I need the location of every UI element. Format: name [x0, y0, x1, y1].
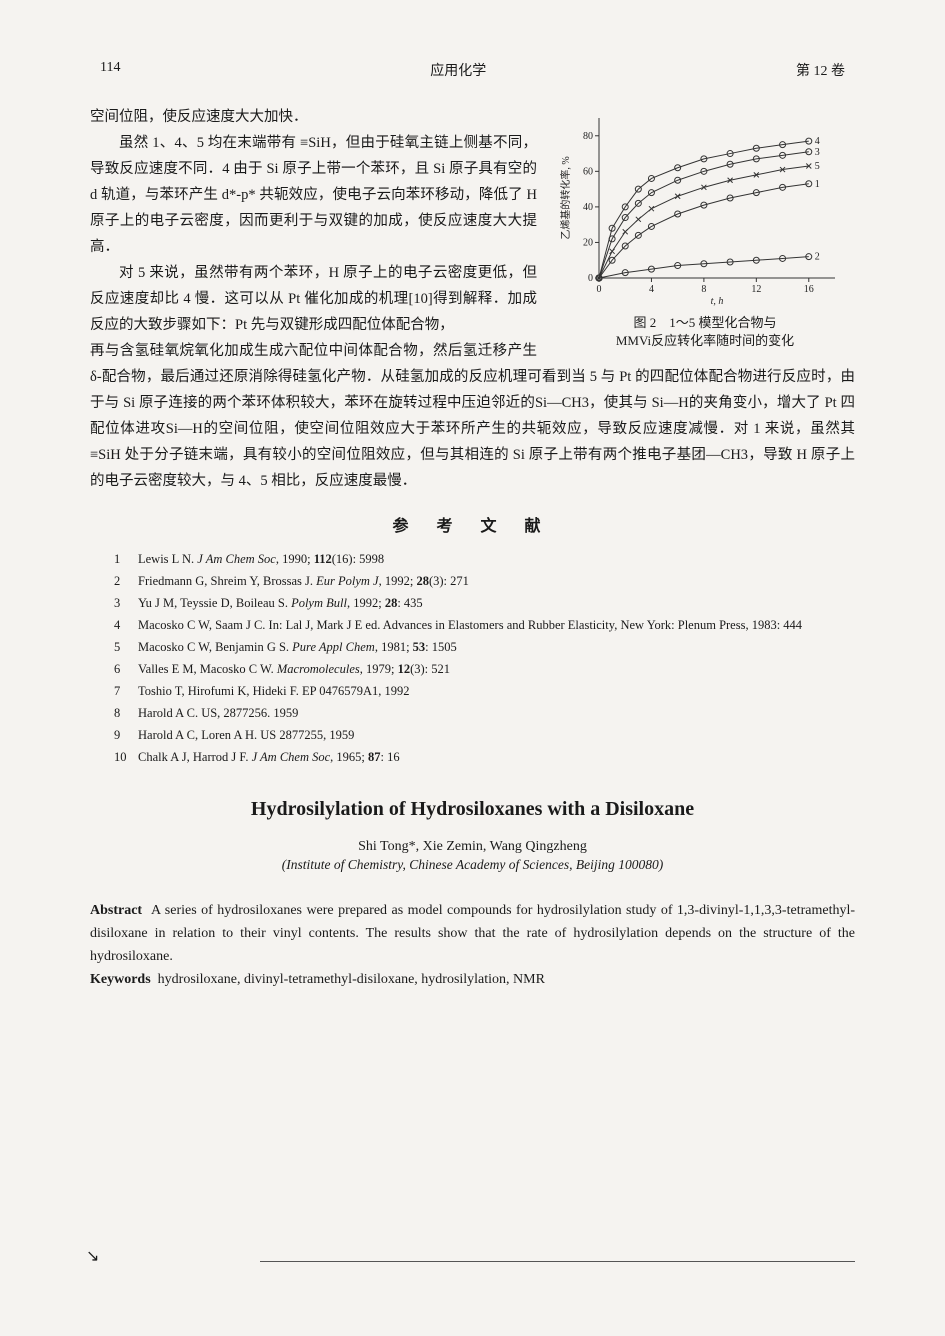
svg-text:2: 2	[815, 252, 820, 263]
reference-text: Valles E M, Macosko C W. Macromolecules,…	[138, 658, 855, 680]
svg-text:80: 80	[583, 131, 593, 142]
keywords-label: Keywords	[90, 972, 151, 987]
reference-text: Yu J M, Teyssie D, Boileau S. Polym Bull…	[138, 592, 855, 614]
svg-text:16: 16	[804, 284, 814, 295]
svg-text:乙烯基的转化率, %: 乙烯基的转化率, %	[559, 156, 572, 239]
svg-text:t, h: t, h	[711, 296, 724, 307]
figure-caption: 图 2 1～5 模型化合物与 MMVi反应转化率随时间的变化	[555, 314, 855, 350]
reference-text: Friedmann G, Shreim Y, Brossas J. Eur Po…	[138, 570, 855, 592]
reference-number: 8	[114, 702, 138, 724]
svg-text:12: 12	[751, 284, 761, 295]
svg-text:40: 40	[583, 202, 593, 213]
volume: 第 12 卷	[796, 60, 845, 80]
reference-item: 7Toshio T, Hirofumi K, Hideki F. EP 0476…	[114, 680, 855, 702]
figure-2: 0204060800481216乙烯基的转化率, %t, h43512 图 2 …	[555, 108, 855, 350]
reference-number: 10	[114, 746, 138, 768]
abstract-label: Abstract	[90, 903, 142, 918]
reference-item: 8Harold A C. US, 2877256. 1959	[114, 702, 855, 724]
english-affiliation: (Institute of Chemistry, Chinese Academy…	[90, 857, 855, 873]
english-authors: Shi Tong*, Xie Zemin, Wang Qingzheng	[90, 839, 855, 855]
line-chart: 0204060800481216乙烯基的转化率, %t, h43512	[555, 108, 845, 308]
reference-number: 9	[114, 724, 138, 746]
reference-item: 1Lewis L N. J Am Chem Soc, 1990; 112(16)…	[114, 548, 855, 570]
reference-item: 6Valles E M, Macosko C W. Macromolecules…	[114, 658, 855, 680]
reference-text: Chalk A J, Harrod J F. J Am Chem Soc, 19…	[138, 746, 855, 768]
svg-text:0: 0	[588, 273, 593, 284]
page-header: 114 应用化学 第 12 卷	[90, 60, 855, 80]
svg-text:0: 0	[597, 284, 602, 295]
reference-item: 4Macosko C W, Saam J C. In: Lal J, Mark …	[114, 614, 855, 636]
caption-line1: 图 2 1～5 模型化合物与	[555, 314, 855, 332]
reference-text: Lewis L N. J Am Chem Soc, 1990; 112(16):…	[138, 548, 855, 570]
bottom-rule	[260, 1261, 855, 1262]
reference-number: 7	[114, 680, 138, 702]
svg-text:60: 60	[583, 166, 593, 177]
reference-number: 5	[114, 636, 138, 658]
reference-text: Harold A C. US, 2877256. 1959	[138, 702, 855, 724]
caption-line2: MMVi反应转化率随时间的变化	[555, 332, 855, 350]
english-abstract: Abstract A series of hydrosiloxanes were…	[90, 899, 855, 991]
svg-text:8: 8	[701, 284, 706, 295]
svg-text:5: 5	[815, 161, 820, 172]
keywords-text: hydrosiloxane, divinyl-tetramethyl-disil…	[158, 972, 545, 987]
reference-number: 6	[114, 658, 138, 680]
journal-name: 应用化学	[430, 60, 486, 80]
reference-text: Harold A C, Loren A H. US 2877255, 1959	[138, 724, 855, 746]
reference-text: Toshio T, Hirofumi K, Hideki F. EP 04765…	[138, 680, 855, 702]
svg-text:3: 3	[815, 147, 820, 158]
english-title: Hydrosilylation of Hydrosiloxanes with a…	[90, 798, 855, 821]
reference-number: 1	[114, 548, 138, 570]
page-number: 114	[100, 60, 120, 80]
reference-number: 4	[114, 614, 138, 636]
reference-text: Macosko C W, Saam J C. In: Lal J, Mark J…	[138, 614, 855, 636]
reference-item: 3Yu J M, Teyssie D, Boileau S. Polym Bul…	[114, 592, 855, 614]
svg-text:20: 20	[583, 237, 593, 248]
references-list: 1Lewis L N. J Am Chem Soc, 1990; 112(16)…	[90, 548, 855, 768]
svg-text:4: 4	[649, 284, 654, 295]
body-text-block: 0204060800481216乙烯基的转化率, %t, h43512 图 2 …	[90, 104, 855, 494]
reference-item: 10Chalk A J, Harrod J F. J Am Chem Soc, …	[114, 746, 855, 768]
reference-text: Macosko C W, Benjamin G S. Pure Appl Che…	[138, 636, 855, 658]
svg-text:1: 1	[815, 179, 820, 190]
reference-item: 2Friedmann G, Shreim Y, Brossas J. Eur P…	[114, 570, 855, 592]
reference-number: 2	[114, 570, 138, 592]
corner-mark: ↘	[86, 1246, 99, 1266]
reference-item: 9Harold A C, Loren A H. US 2877255, 1959	[114, 724, 855, 746]
references-heading: 参 考 文 献	[90, 512, 855, 536]
reference-item: 5Macosko C W, Benjamin G S. Pure Appl Ch…	[114, 636, 855, 658]
abstract-text: A series of hydrosiloxanes were prepared…	[90, 903, 855, 964]
svg-text:4: 4	[815, 136, 820, 147]
paragraph-3b: 再与含氢硅氧烷氧化加成生成六配位中间体配合物，然后氢迁移产生 δ-配合物，最后通…	[90, 338, 855, 494]
reference-number: 3	[114, 592, 138, 614]
